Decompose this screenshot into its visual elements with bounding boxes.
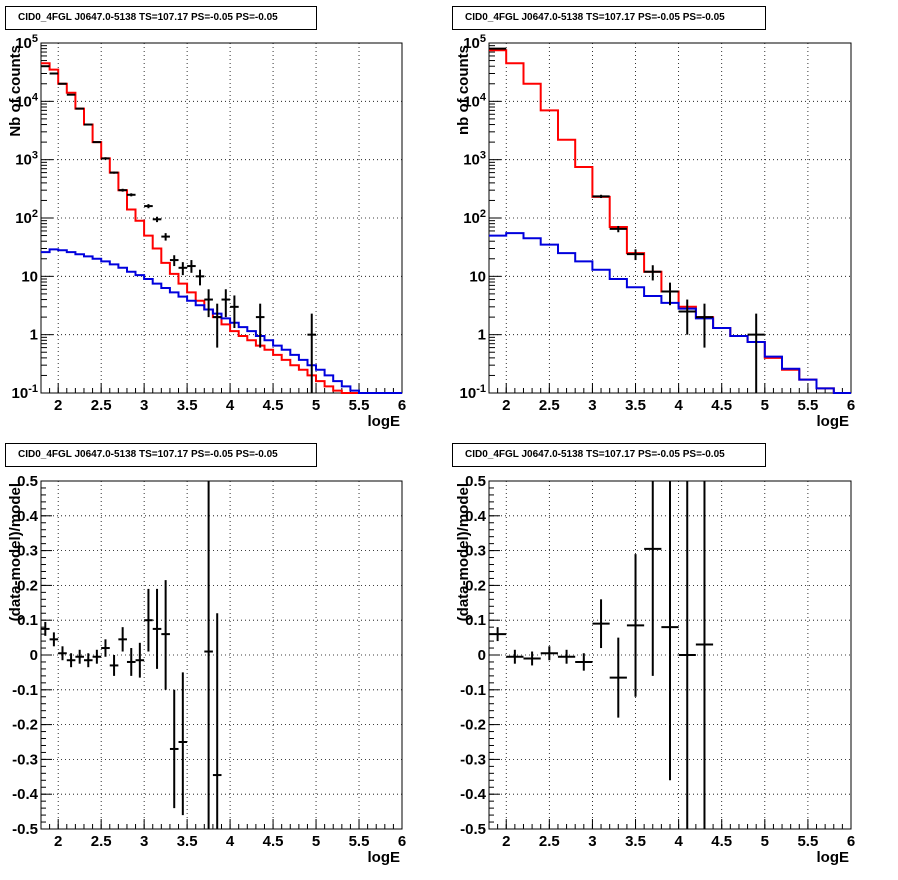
y-tick-label: -0.4: [460, 786, 487, 803]
y-tick-label: 105: [15, 33, 38, 52]
x-tick-label: 6: [398, 397, 406, 414]
y-tick-label: 0.4: [465, 508, 487, 525]
chart-bottom-right: 2 2.5 3 3.5 4 4.5 5 5.5 6 -0.5 -0.4 -0.3 -0.2 -0.1 0 0.…: [455, 473, 855, 866]
y-tick-label: -0.5: [460, 821, 486, 838]
chart-top-right: 2 2.5 3 3.5 4 4.5 5 5.5 6 10-1 1 10 102 103 104 105 logE…: [455, 33, 855, 430]
chart-top-left: 2 2.5 3 3.5 4 4.5 5 5.5 6 10-1 1 10 102 103 104 105 logE…: [7, 33, 406, 430]
x-tick-label: 5: [761, 833, 769, 850]
y-tick-label: 0.3: [17, 543, 38, 560]
panel-title-bottom-right: CID0_4FGL J0647.0-5138 TS=107.17 PS=-0.0…: [452, 443, 766, 467]
x-tick-label: 4: [674, 397, 683, 414]
x-tick-label: 3.5: [177, 397, 198, 414]
chart-bottom-left: 2 2.5 3 3.5 4 4.5 5 5.5 6 -0.5 -0.4 -0.3 -0.2 -0.1 0 0.…: [7, 473, 406, 866]
x-tick-label: 3.5: [177, 833, 198, 850]
x-tick-label: 4.5: [711, 397, 732, 414]
x-tick-label: 5.5: [349, 397, 370, 414]
model-histogram-background: [41, 248, 402, 394]
y-tick-label: -0.2: [460, 717, 486, 734]
x-tick-label: 3: [140, 397, 148, 414]
y-tick-label: 103: [15, 150, 38, 169]
x-tick-label: 2.5: [91, 833, 112, 850]
x-tick-label: 4: [674, 833, 683, 850]
y-tick-label: 10: [21, 268, 38, 285]
y-tick-label: 0.5: [17, 473, 38, 490]
y-tick-label: 0.1: [465, 612, 486, 629]
x-tick-label: 3: [588, 833, 596, 850]
x-axis-label: logE: [817, 849, 850, 866]
x-tick-label: 3.5: [625, 833, 646, 850]
x-tick-label: 2.5: [539, 833, 560, 850]
y-tick-label: 0: [478, 647, 486, 664]
y-tick-label: 104: [463, 91, 487, 110]
x-axis-label: logE: [817, 413, 850, 430]
y-tick-label: -0.1: [12, 682, 38, 699]
y-tick-label: 0: [30, 647, 38, 664]
y-tick-label: 1: [478, 327, 486, 344]
x-tick-label: 2: [502, 397, 510, 414]
y-tick-label: 102: [15, 208, 38, 227]
y-axis-label: nb of counts: [455, 45, 472, 135]
y-tick-label: -0.3: [12, 751, 38, 768]
y-axis-label: (data-model)/model: [455, 483, 472, 621]
x-tick-label: 5.5: [797, 397, 818, 414]
x-tick-label: 3: [140, 833, 148, 850]
panel-title-top-left: CID0_4FGL J0647.0-5138 TS=107.17 PS=-0.0…: [5, 6, 317, 30]
x-tick-label: 5: [312, 397, 320, 414]
y-axis-label: (data-model)/model: [7, 483, 24, 621]
x-tick-label: 3: [588, 397, 596, 414]
panel-title-bottom-left: CID0_4FGL J0647.0-5138 TS=107.17 PS=-0.0…: [5, 443, 317, 467]
y-tick-label: 102: [463, 208, 486, 227]
x-tick-label: 4.5: [263, 833, 284, 850]
x-tick-label: 2: [502, 833, 510, 850]
x-tick-label: 4: [226, 833, 235, 850]
x-axis-label: logE: [368, 849, 401, 866]
x-tick-label: 3.5: [625, 397, 646, 414]
y-tick-label: 10-1: [12, 383, 38, 402]
y-tick-label: -0.4: [12, 786, 39, 803]
y-tick-label: 0.5: [465, 473, 486, 490]
x-tick-label: 6: [847, 833, 855, 850]
x-tick-label: 5.5: [797, 833, 818, 850]
y-axis-label: Nb of counts: [7, 45, 24, 137]
y-tick-label: 105: [463, 33, 486, 52]
x-tick-label: 2.5: [539, 397, 560, 414]
panel-title-top-right: CID0_4FGL J0647.0-5138 TS=107.17 PS=-0.0…: [452, 6, 766, 30]
x-tick-label: 2: [54, 397, 62, 414]
y-tick-label: 0.4: [17, 508, 39, 525]
x-tick-label: 2: [54, 833, 62, 850]
x-axis-label: logE: [368, 413, 401, 430]
y-tick-label: 0.2: [465, 577, 486, 594]
y-tick-label: -0.1: [460, 682, 486, 699]
x-tick-label: 4.5: [711, 833, 732, 850]
x-tick-label: 5: [761, 397, 769, 414]
y-tick-label: -0.5: [12, 821, 38, 838]
y-tick-label: 104: [15, 91, 39, 110]
x-tick-label: 5: [312, 833, 320, 850]
x-tick-label: 4: [226, 397, 235, 414]
y-tick-label: 10-1: [460, 383, 486, 402]
x-tick-label: 2.5: [91, 397, 112, 414]
y-tick-label: -0.3: [460, 751, 486, 768]
y-tick-label: 0.2: [17, 577, 38, 594]
x-tick-label: 4.5: [263, 397, 284, 414]
y-tick-label: 103: [463, 150, 486, 169]
x-tick-label: 6: [398, 833, 406, 850]
x-tick-label: 5.5: [349, 833, 370, 850]
y-tick-label: 10: [469, 268, 486, 285]
y-tick-label: 0.3: [465, 543, 486, 560]
y-tick-label: -0.2: [12, 717, 38, 734]
y-tick-label: 1: [30, 327, 38, 344]
y-tick-label: 0.1: [17, 612, 38, 629]
x-tick-label: 6: [847, 397, 855, 414]
